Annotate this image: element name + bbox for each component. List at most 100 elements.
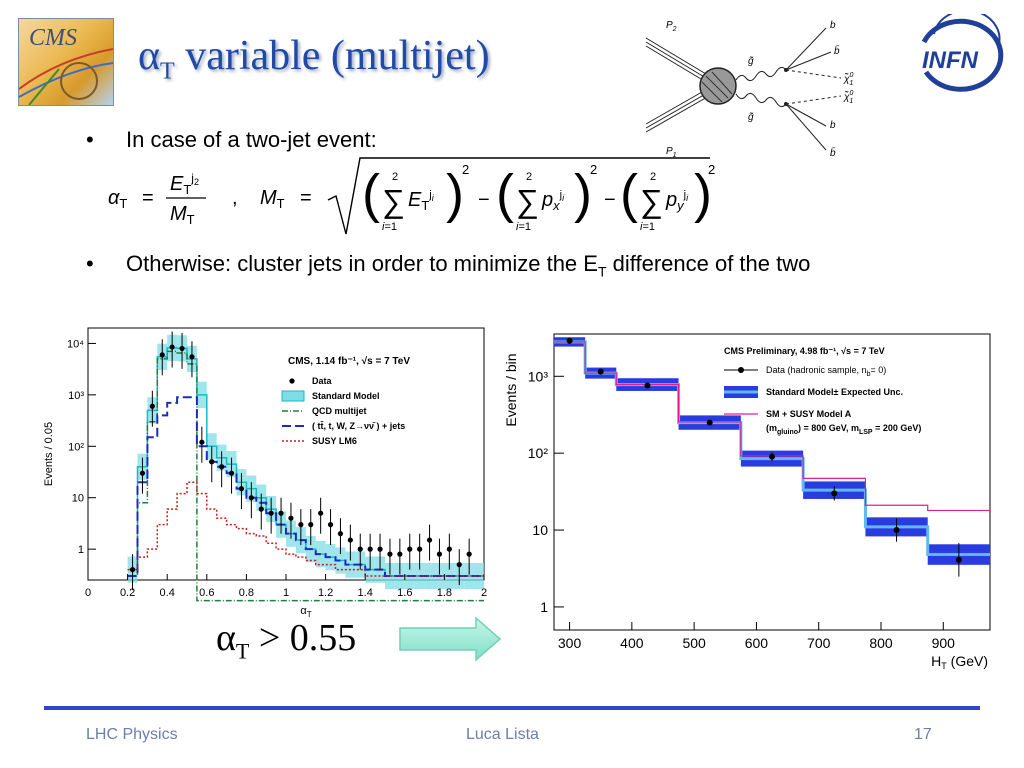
svg-text:pxji: pxji (541, 189, 565, 213)
alpha-t-formula: αT = ETj2 MT , MT = ( ∑ 2 i=1 ETji ) 2 −… (108, 157, 715, 235)
legend-marker (281, 390, 305, 402)
infn-logo: INFN (921, 14, 1004, 92)
bullet-text: In case of a two-jet event: (126, 127, 377, 152)
feynman-label-p1: P1 (666, 146, 677, 158)
data-point (209, 459, 215, 465)
svg-text:,: , (232, 187, 238, 209)
y-tick-label: 10⁴ (67, 338, 84, 350)
legend-label: ( tt̄, t, W, Z→νν̄ ) + jets (312, 421, 405, 431)
legend-label: SUSY LM6 (312, 436, 357, 446)
data-point (228, 470, 235, 476)
x-tick-label: 500 (682, 635, 706, 651)
x-tick-label: 300 (558, 635, 582, 651)
footer-author: Luca Lista (466, 726, 539, 743)
legend-label: Standard Model (312, 391, 380, 401)
series-line-1 (127, 350, 484, 602)
svg-text:ETj2: ETj2 (170, 171, 199, 197)
x-tick-label: 800 (869, 635, 893, 651)
svg-text:2: 2 (708, 162, 715, 177)
svg-text:MT: MT (260, 187, 285, 211)
data-point (199, 439, 205, 445)
series-line-3 (127, 481, 484, 577)
data-point (644, 382, 651, 389)
x-axis-label: HT (GeV) (931, 653, 988, 670)
svg-text:(: ( (620, 164, 638, 224)
y-tick-label: 10 (532, 522, 548, 538)
bullet-text: Otherwise: cluster jets in order to mini… (126, 251, 811, 280)
data-point (189, 354, 195, 360)
legend-label: Standard Model± Expected Unc. (766, 387, 903, 397)
svg-text:2: 2 (392, 171, 398, 183)
data-point (417, 546, 423, 552)
footer-divider (44, 706, 980, 710)
data-point (347, 537, 353, 543)
feynman-label-b-top: b (830, 20, 836, 31)
cms-logo-graphic (19, 48, 113, 105)
legend-marker (738, 367, 744, 373)
data-point (298, 522, 304, 528)
svg-text:(: ( (496, 164, 514, 224)
data-point (169, 344, 175, 350)
data-point (446, 546, 452, 552)
x-tick-label: 1.2 (318, 587, 333, 599)
svg-text:−: − (478, 189, 490, 211)
svg-text:∑: ∑ (516, 183, 539, 219)
data-point (318, 510, 324, 516)
x-tick-label: 1 (283, 587, 289, 599)
y-tick-label: 1 (78, 544, 84, 556)
x-tick-label: 1.4 (358, 587, 373, 599)
data-point (387, 551, 393, 557)
page-number: 17 (914, 726, 932, 743)
legend-label: (mgluino) = 800 GeV, mLSP = 200 GeV) (766, 423, 921, 436)
feynman-label-b-bottom: b (830, 120, 836, 131)
y-axis-label: Events / 0.05 (43, 422, 55, 486)
svg-text:2: 2 (462, 162, 469, 177)
y-tick-label: 10² (528, 445, 549, 461)
x-tick-label: 400 (620, 635, 644, 651)
data-point (769, 453, 775, 460)
slide-title: αT variable (multijet) (138, 32, 490, 85)
bullet-marker: • (86, 251, 94, 276)
x-tick-label: 0 (85, 587, 91, 599)
svg-text:∑: ∑ (640, 183, 663, 219)
data-point (955, 556, 962, 563)
y-tick-label: 10² (68, 441, 84, 453)
chart-title: CMS, 1.14 fb⁻¹, √s = 7 TeV (288, 356, 410, 367)
alpha-t-cut: αT > 0.55 (216, 617, 357, 664)
data-point (831, 490, 838, 497)
feynman-label-bbar-top: b̄ (834, 44, 840, 57)
svg-text:=: = (142, 187, 154, 209)
footer-course: LHC Physics (86, 726, 178, 743)
data-point (893, 527, 900, 534)
x-tick-label: 900 (932, 635, 956, 651)
x-tick-label: 1.8 (437, 587, 452, 599)
svg-text:i=1: i=1 (516, 221, 531, 233)
data-point (139, 470, 146, 476)
right-arrow-icon (399, 616, 502, 662)
data-point (238, 486, 245, 492)
data-point (426, 537, 433, 543)
bullet-otherwise: • Otherwise: cluster jets in order to mi… (86, 250, 966, 310)
feynman-diagram: P2 P1 g̃ g̃ b b̄ χ̃0 1 χ̃0 1 b b̄ (645, 20, 853, 158)
data-point (179, 345, 185, 352)
cms-logo: CMS (18, 18, 114, 106)
x-tick-label: 700 (807, 635, 831, 651)
feynman-label-neutralino-bottom: χ̃0 1 (843, 90, 853, 105)
title-alpha: α (138, 33, 161, 79)
x-tick-label: 1.6 (397, 587, 412, 599)
data-point (337, 531, 344, 537)
y-tick-label: 10³ (68, 390, 84, 402)
title-subscript: T (160, 58, 175, 85)
data-point (308, 522, 314, 528)
data-point (367, 546, 373, 552)
data-point (327, 522, 334, 528)
x-tick-label: 0.4 (160, 587, 175, 599)
data-point (248, 495, 254, 501)
svg-text:=: = (300, 187, 312, 209)
data-point (278, 510, 284, 516)
data-point (149, 403, 155, 409)
y-tick-label: 10³ (528, 368, 549, 384)
alpha-t-distribution-plot: 0 0.2 0.4 0.6 0.8 1 1.2 1.4 1.6 1.8 2 1 10 10² 10³ 10⁴ α… (43, 327, 487, 618)
svg-text:i=1: i=1 (640, 221, 655, 233)
infn-logo-text: INFN (922, 47, 979, 74)
